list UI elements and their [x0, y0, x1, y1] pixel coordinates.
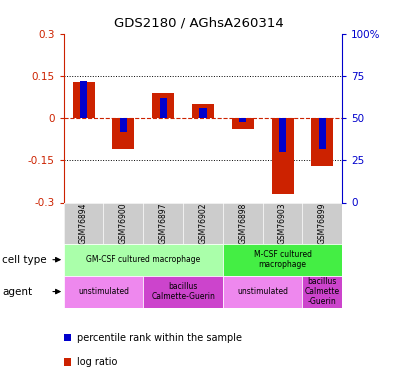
Text: percentile rank within the sample: percentile rank within the sample: [77, 333, 242, 343]
Bar: [64, 276, 143, 308]
Bar: [143, 276, 223, 308]
Text: bacillus
Calmette
-Guerin: bacillus Calmette -Guerin: [305, 277, 340, 306]
Bar: [223, 276, 302, 308]
Text: M-CSF cultured
macrophage: M-CSF cultured macrophage: [254, 250, 312, 269]
Text: GSM76898: GSM76898: [238, 202, 247, 244]
Text: unstimulated: unstimulated: [237, 287, 288, 296]
Text: GSM76902: GSM76902: [199, 202, 207, 244]
Text: GSM76903: GSM76903: [278, 202, 287, 244]
Bar: [279, 118, 286, 152]
Bar: [223, 244, 342, 276]
Text: GM-CSF cultured macrophage: GM-CSF cultured macrophage: [86, 255, 201, 264]
Bar: [271, 118, 293, 194]
Bar: [112, 118, 134, 149]
Bar: [152, 93, 174, 118]
Text: bacillus
Calmette-Guerin: bacillus Calmette-Guerin: [151, 282, 215, 301]
Bar: [302, 276, 342, 308]
Text: agent: agent: [2, 286, 32, 297]
Bar: [232, 118, 254, 129]
Text: GSM76897: GSM76897: [159, 202, 168, 244]
Text: log ratio: log ratio: [77, 357, 117, 367]
Bar: [199, 108, 207, 118]
Text: cell type: cell type: [2, 255, 47, 265]
Text: GDS2180 / AGhsA260314: GDS2180 / AGhsA260314: [114, 17, 284, 30]
Bar: [73, 82, 95, 118]
Bar: [160, 98, 167, 118]
Bar: [64, 244, 223, 276]
Bar: [80, 81, 87, 118]
Text: unstimulated: unstimulated: [78, 287, 129, 296]
Text: GSM76900: GSM76900: [119, 202, 128, 244]
Bar: [319, 118, 326, 148]
Bar: [239, 118, 246, 122]
Bar: [311, 118, 333, 166]
Bar: [120, 118, 127, 132]
Text: GSM76899: GSM76899: [318, 202, 327, 244]
Text: GSM76894: GSM76894: [79, 202, 88, 244]
Bar: [192, 104, 214, 118]
